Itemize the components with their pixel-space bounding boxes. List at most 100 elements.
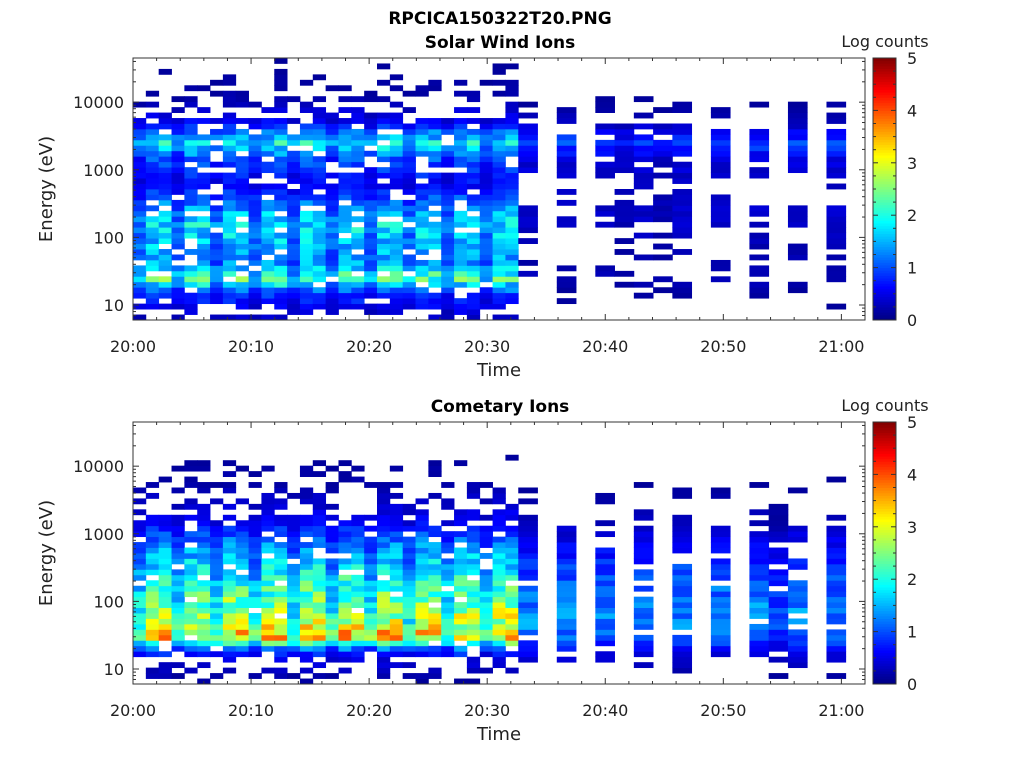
heatmap-cell	[466, 558, 481, 565]
colorbar-swatch	[873, 479, 896, 483]
heatmap-cell	[492, 145, 506, 152]
heatmap-cell	[492, 128, 506, 135]
heatmap-cell	[749, 542, 770, 548]
heatmap-cell	[466, 292, 481, 299]
heatmap-cell	[441, 232, 455, 239]
heatmap-cell	[402, 205, 416, 212]
heatmap-cell	[325, 205, 339, 212]
heatmap-cell	[158, 216, 172, 223]
heatmap-cell	[235, 281, 249, 288]
heatmap-cell	[274, 591, 288, 598]
heatmap-cell	[402, 107, 416, 113]
heatmap-cell	[787, 607, 808, 614]
heatmap-cell	[454, 634, 468, 641]
heatmap-cell	[428, 270, 442, 277]
heatmap-cell	[428, 150, 442, 157]
heatmap-cell	[184, 602, 198, 608]
colorbar-swatch	[873, 296, 896, 300]
heatmap-cell	[235, 558, 249, 565]
heatmap-cell	[325, 156, 339, 163]
colorbar-tick-label: 1	[907, 259, 917, 278]
heatmap-cell	[222, 112, 237, 119]
heatmap-cell	[222, 531, 237, 538]
heatmap-cell	[454, 90, 468, 97]
heatmap-cell	[133, 618, 147, 625]
heatmap-cell	[441, 314, 455, 321]
heatmap-cell	[556, 536, 577, 543]
heatmap-cell	[287, 547, 301, 554]
heatmap-cell	[325, 210, 339, 217]
heatmap-cell	[210, 596, 224, 603]
heatmap-cell	[633, 167, 654, 174]
heatmap-cell	[377, 199, 391, 206]
heatmap-cell	[325, 623, 339, 630]
heatmap-cell	[158, 574, 172, 581]
heatmap-cell	[402, 558, 416, 565]
heatmap-cell	[505, 607, 519, 614]
colorbar-swatch	[873, 84, 896, 88]
heatmap-cell	[274, 553, 288, 559]
heatmap-cell	[325, 651, 339, 658]
heatmap-cell	[518, 525, 538, 532]
heatmap-cell	[248, 189, 262, 195]
heatmap-cell	[492, 509, 506, 516]
heatmap-cell	[633, 145, 654, 152]
heatmap-cell	[505, 651, 519, 658]
heatmap-cell	[505, 629, 519, 636]
heatmap-cell	[248, 520, 262, 527]
heatmap-cell	[184, 172, 198, 179]
heatmap-cell	[171, 645, 185, 652]
heatmap-cell	[222, 199, 237, 206]
heatmap-cell	[158, 613, 172, 619]
heatmap-cell	[505, 525, 519, 532]
heatmap-cell	[235, 645, 249, 652]
heatmap-cell	[479, 514, 493, 521]
heatmap-cell	[351, 150, 365, 157]
colorbar-swatch	[873, 427, 896, 431]
heatmap-cell	[145, 254, 160, 261]
heatmap-cell	[377, 580, 391, 587]
heatmap-cell	[158, 607, 172, 614]
heatmap-cell	[479, 287, 493, 294]
colorbar-swatch	[873, 453, 896, 457]
heatmap-cell	[826, 514, 847, 521]
heatmap-cell	[274, 525, 288, 532]
heatmap-cell	[415, 618, 429, 625]
colorbar-swatch	[873, 458, 896, 462]
heatmap-cell	[377, 96, 391, 103]
heatmap-cell	[248, 150, 262, 157]
heatmap-cell	[749, 547, 770, 554]
heatmap-cell	[454, 591, 468, 598]
colorbar-swatch	[873, 236, 896, 240]
heatmap-cell	[377, 238, 391, 244]
colorbar-swatch	[873, 673, 896, 677]
heatmap-cell	[518, 128, 538, 135]
heatmap-cell	[145, 634, 160, 641]
heatmap-cell	[492, 238, 506, 244]
heatmap-cell	[377, 156, 391, 163]
heatmap-cell	[466, 259, 481, 266]
heatmap-cell	[377, 232, 391, 239]
heatmap-cell	[505, 287, 519, 294]
heatmap-cell	[338, 96, 352, 103]
colorbar-swatch	[873, 644, 896, 648]
heatmap-cell	[454, 189, 468, 195]
heatmap-cell	[826, 596, 847, 603]
heatmap-cell	[184, 123, 198, 130]
heatmap-cell	[364, 613, 378, 619]
heatmap-cell	[672, 123, 693, 130]
heatmap-cell	[364, 574, 378, 581]
heatmap-cell	[338, 221, 352, 228]
heatmap-cell	[210, 553, 224, 559]
heatmap-cell	[787, 487, 808, 494]
colorbar-swatch	[873, 299, 896, 303]
heatmap-cell	[505, 232, 519, 239]
heatmap-cell	[145, 482, 160, 488]
heatmap-cell	[672, 574, 693, 581]
heatmap-cell	[364, 569, 378, 576]
heatmap-cell	[505, 623, 519, 630]
heatmap-cell	[338, 178, 352, 184]
y-tick-label: 10000	[73, 93, 124, 112]
heatmap-cell	[377, 591, 391, 598]
heatmap-cell	[454, 270, 468, 277]
